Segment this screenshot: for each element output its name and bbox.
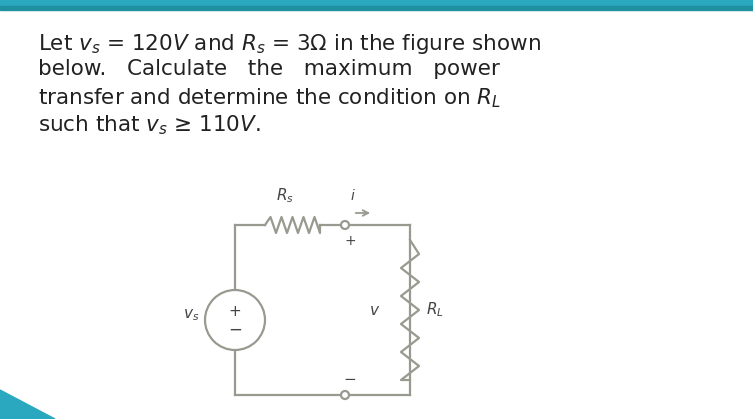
Text: +: + (344, 234, 356, 248)
Circle shape (341, 391, 349, 399)
Text: Let $v_s$ = 120$V$ and $R_s$ = 3Ω in the figure shown: Let $v_s$ = 120$V$ and $R_s$ = 3Ω in the… (38, 32, 541, 56)
Text: such that $v_s$ ≥ 110$V$.: such that $v_s$ ≥ 110$V$. (38, 113, 261, 137)
Text: $R_L$: $R_L$ (426, 301, 444, 319)
Text: $v$: $v$ (370, 303, 380, 318)
Text: $i$: $i$ (350, 188, 355, 203)
Text: $v_s$: $v_s$ (183, 307, 199, 323)
Text: $R_s$: $R_s$ (276, 186, 294, 205)
Text: −: − (228, 321, 242, 339)
Bar (0, 0, 753, 6)
Text: −: − (343, 372, 356, 386)
Circle shape (341, 221, 349, 229)
Bar (0, 6, 753, 10)
Circle shape (205, 290, 265, 350)
Text: below.   Calculate   the   maximum   power: below. Calculate the maximum power (38, 59, 500, 79)
Text: +: + (229, 303, 242, 318)
Polygon shape (0, 390, 55, 419)
Text: transfer and determine the condition on $R_L$: transfer and determine the condition on … (38, 86, 501, 110)
